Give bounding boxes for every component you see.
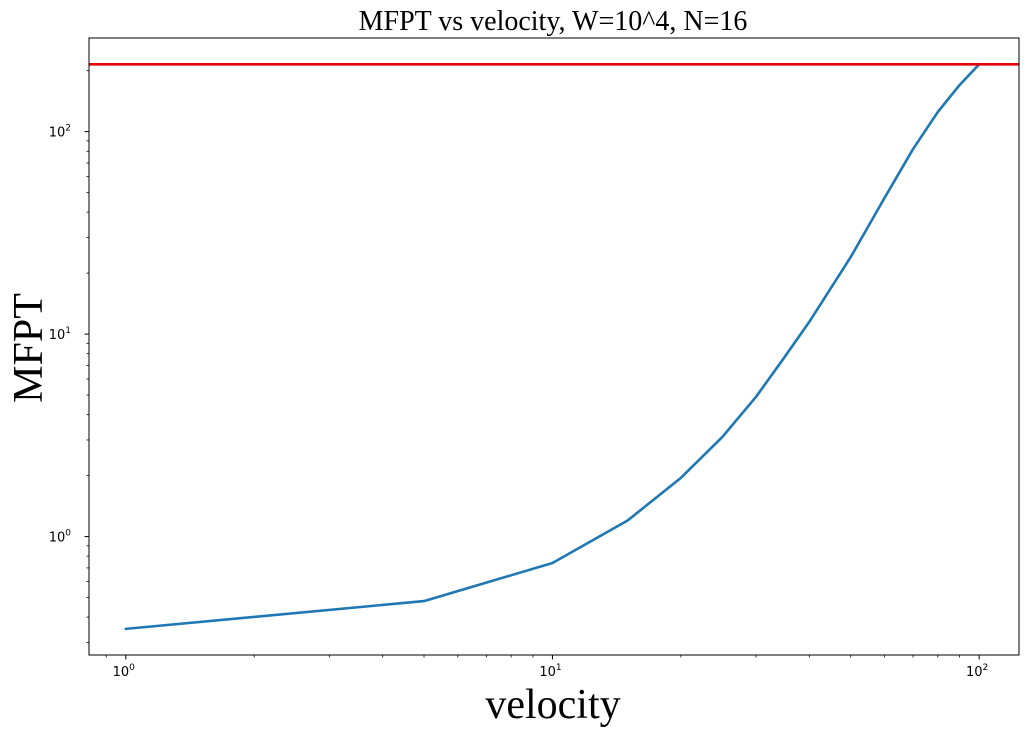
x-tick-label: 101 — [539, 663, 561, 680]
y-tick-exponent: 0 — [65, 529, 71, 539]
x-tick-exponent: 2 — [983, 663, 989, 673]
y-tick-label: 102 — [49, 124, 71, 141]
x-tick-exponent: 0 — [129, 663, 135, 673]
chart-title: MFPT vs velocity, W=10^4, N=16 — [359, 6, 748, 37]
y-tick-label: 101 — [49, 326, 71, 343]
y-tick-label: 100 — [49, 529, 72, 546]
y-tick-exponent: 2 — [65, 124, 71, 134]
x-tick-label: 102 — [966, 663, 988, 680]
axes-frame — [88, 37, 1020, 656]
y-axis-label: MFPT — [6, 293, 52, 403]
data-series-line — [124, 63, 981, 631]
x-axis-label: velocity — [485, 682, 620, 728]
x-tick-exponent: 1 — [556, 663, 562, 673]
y-tick-exponent: 1 — [65, 326, 71, 336]
x-tick-label: 100 — [113, 663, 136, 680]
